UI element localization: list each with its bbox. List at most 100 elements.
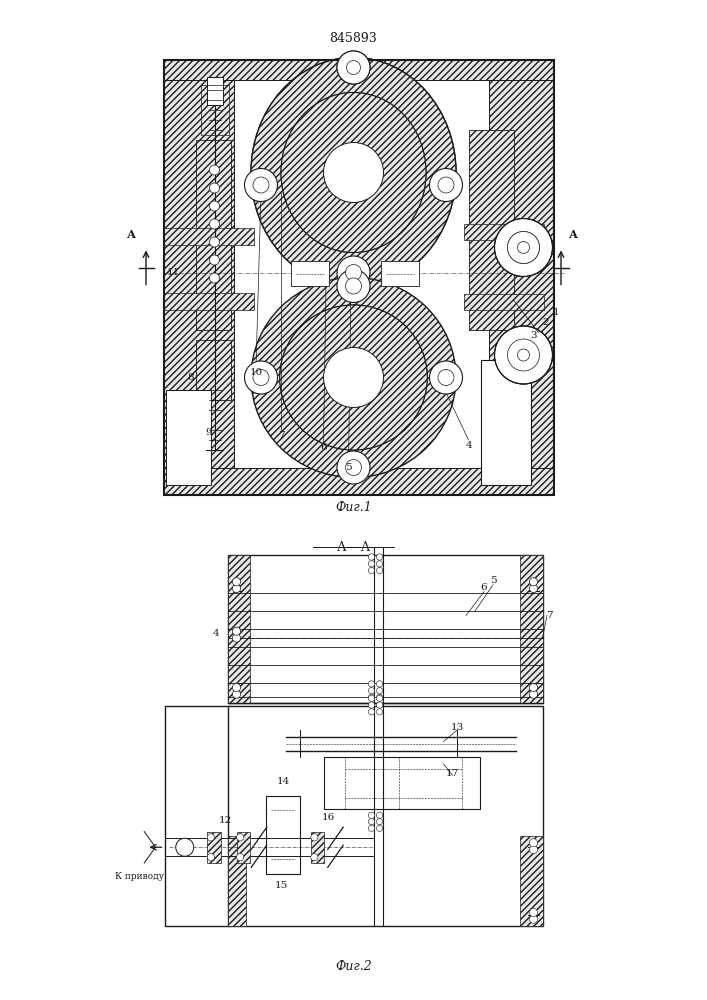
- Circle shape: [376, 694, 382, 701]
- Text: 9: 9: [205, 428, 212, 437]
- Circle shape: [368, 812, 375, 818]
- Circle shape: [311, 834, 318, 841]
- Circle shape: [368, 567, 375, 574]
- Circle shape: [518, 241, 530, 253]
- Circle shape: [376, 695, 382, 701]
- Circle shape: [368, 702, 375, 708]
- Text: 4: 4: [213, 629, 220, 638]
- Circle shape: [176, 838, 194, 856]
- Bar: [464, 294, 544, 310]
- Circle shape: [233, 627, 240, 635]
- Bar: [237, 832, 250, 863]
- Text: 3: 3: [530, 330, 537, 340]
- Text: 7: 7: [278, 430, 284, 440]
- Circle shape: [368, 681, 375, 687]
- Bar: [228, 706, 542, 926]
- Circle shape: [233, 578, 240, 586]
- Circle shape: [530, 584, 537, 593]
- Circle shape: [346, 60, 361, 75]
- Bar: [165, 706, 230, 926]
- Circle shape: [324, 142, 383, 202]
- Bar: [489, 80, 554, 468]
- Circle shape: [324, 348, 383, 408]
- Bar: [291, 261, 329, 286]
- Bar: [469, 130, 513, 330]
- Circle shape: [508, 339, 539, 371]
- Bar: [163, 468, 554, 495]
- Circle shape: [245, 361, 278, 394]
- Circle shape: [233, 690, 240, 698]
- Ellipse shape: [251, 277, 456, 478]
- Text: 845893: 845893: [329, 32, 378, 45]
- Bar: [228, 555, 250, 703]
- Text: 8: 8: [187, 373, 194, 382]
- Text: 7: 7: [546, 611, 553, 620]
- Ellipse shape: [494, 326, 552, 384]
- Circle shape: [530, 915, 537, 923]
- Text: 6: 6: [481, 583, 487, 592]
- Text: 6: 6: [320, 443, 327, 452]
- Text: Фиг.1: Фиг.1: [335, 501, 372, 514]
- Bar: [266, 796, 300, 874]
- Text: 12: 12: [218, 816, 232, 825]
- Circle shape: [530, 839, 537, 847]
- Bar: [311, 832, 325, 863]
- Circle shape: [530, 578, 537, 586]
- Circle shape: [376, 812, 382, 818]
- Circle shape: [233, 634, 240, 642]
- Circle shape: [311, 854, 318, 861]
- Circle shape: [376, 818, 382, 825]
- Text: 17: 17: [446, 768, 459, 778]
- Circle shape: [209, 273, 219, 283]
- Circle shape: [518, 349, 530, 361]
- Circle shape: [494, 219, 552, 276]
- Circle shape: [337, 51, 370, 84]
- Circle shape: [346, 264, 361, 280]
- Text: 4: 4: [465, 440, 472, 450]
- Bar: [520, 836, 542, 926]
- Bar: [520, 555, 542, 703]
- Text: 5: 5: [345, 463, 352, 472]
- Ellipse shape: [280, 305, 427, 450]
- Circle shape: [253, 177, 269, 193]
- Bar: [196, 140, 231, 330]
- Ellipse shape: [494, 219, 552, 276]
- Circle shape: [368, 688, 375, 694]
- Ellipse shape: [251, 57, 456, 288]
- Ellipse shape: [281, 93, 426, 252]
- Circle shape: [508, 232, 539, 263]
- Bar: [163, 60, 554, 495]
- Text: 5: 5: [490, 576, 496, 585]
- Text: А – А: А – А: [337, 541, 370, 554]
- Circle shape: [368, 694, 375, 701]
- Circle shape: [368, 709, 375, 715]
- Circle shape: [346, 460, 361, 476]
- Circle shape: [429, 361, 462, 394]
- Circle shape: [337, 256, 370, 289]
- Bar: [166, 390, 211, 485]
- Text: 13: 13: [450, 723, 464, 732]
- Bar: [481, 360, 531, 485]
- Circle shape: [376, 688, 382, 694]
- Text: Фиг.2: Фиг.2: [335, 960, 372, 973]
- Circle shape: [530, 690, 537, 698]
- Circle shape: [376, 825, 382, 832]
- Circle shape: [233, 683, 240, 692]
- Circle shape: [438, 369, 454, 385]
- Text: 10: 10: [250, 368, 262, 377]
- Text: 15: 15: [275, 881, 288, 890]
- Bar: [196, 340, 231, 400]
- Bar: [228, 555, 542, 703]
- Bar: [325, 757, 479, 809]
- Circle shape: [376, 561, 382, 567]
- Ellipse shape: [251, 57, 456, 288]
- Text: 14: 14: [277, 778, 291, 786]
- Bar: [163, 292, 254, 310]
- Circle shape: [494, 326, 552, 384]
- Circle shape: [346, 278, 361, 294]
- Bar: [201, 85, 228, 135]
- Circle shape: [337, 269, 370, 302]
- Circle shape: [376, 567, 382, 574]
- Circle shape: [376, 702, 382, 708]
- Circle shape: [530, 845, 537, 854]
